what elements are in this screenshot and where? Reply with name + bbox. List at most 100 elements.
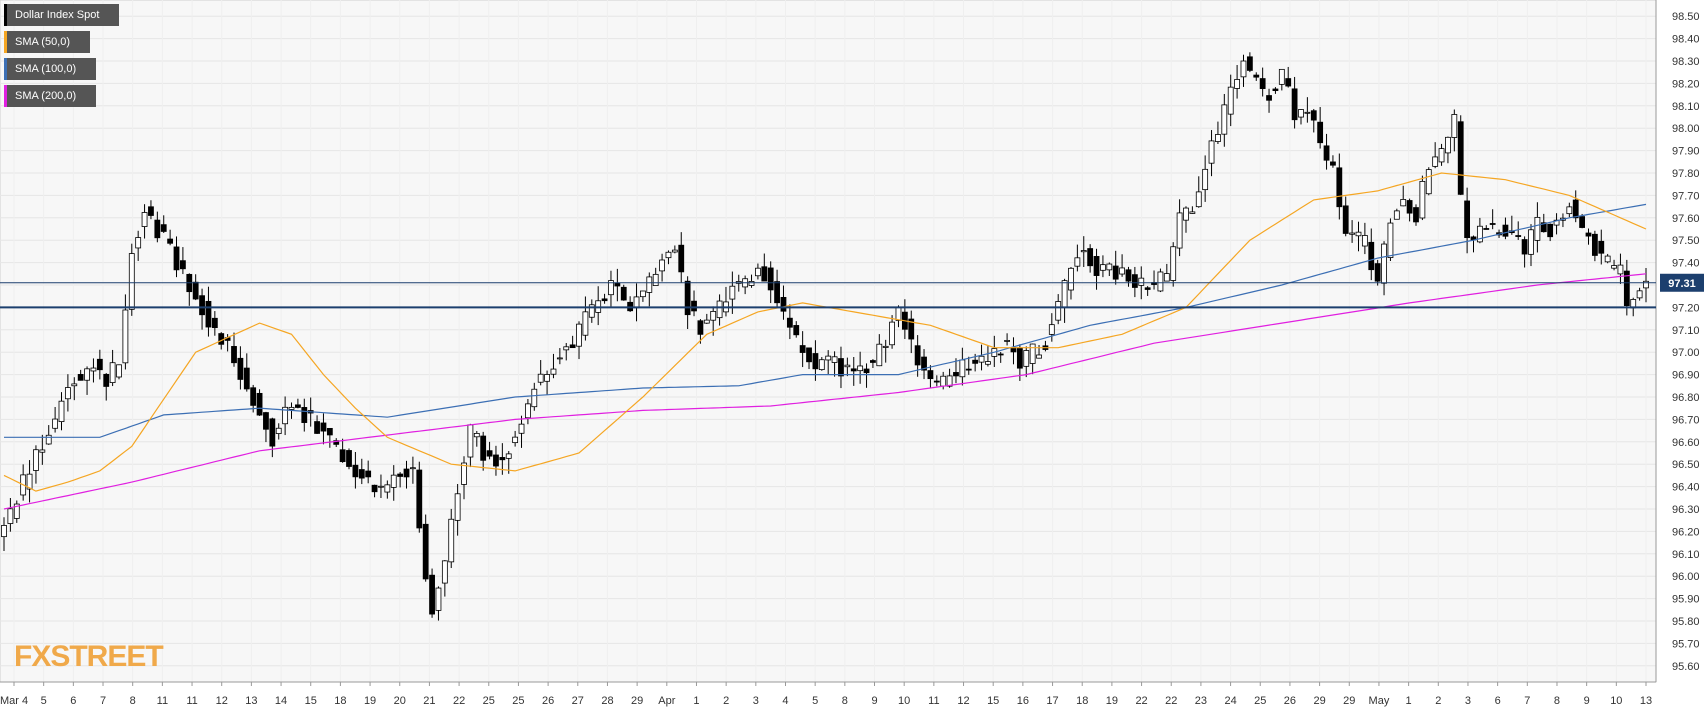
x-tick-label: May [1369,695,1390,707]
candle-body [703,319,710,324]
x-tick-label: 19 [1106,695,1118,707]
y-tick-label: 98.50 [1672,11,1700,23]
candle-body [384,484,391,493]
candle-body [1080,250,1087,253]
candle-body [755,267,761,277]
candle-body [314,421,320,434]
candle-body [39,449,46,453]
candle-body [1317,121,1324,144]
candle-body [448,518,455,563]
candle-body [1419,181,1426,219]
candle-body [518,423,525,434]
y-tick-label: 96.70 [1672,414,1700,426]
candle-body [652,273,659,286]
candle-body [263,412,269,430]
y-tick-label: 97.50 [1672,235,1700,247]
candle-body [1144,287,1151,290]
x-tick-label: 11 [928,695,939,707]
candle-body [633,296,640,309]
candle-body [889,321,895,346]
candle-body [1298,109,1304,118]
candle-body [199,295,205,316]
x-tick-label: 18 [334,695,346,707]
x-tick-label: 29 [1313,695,1325,707]
legend-item: SMA (200,0) [4,85,96,107]
candle-body [256,392,263,416]
candle-body [1432,156,1439,167]
candle-body [544,374,550,382]
candle-body [1176,212,1183,249]
candle-body [403,468,410,478]
candle-body [179,260,186,270]
y-tick-label: 95.90 [1672,594,1700,606]
fxstreet-logo: FXSTREET [14,640,164,673]
candle-body [1368,241,1375,271]
x-tick-label: 24 [1224,695,1236,707]
y-tick-label: 97.00 [1672,347,1700,359]
x-tick-label: 25 [512,695,524,707]
candle-body [793,325,800,336]
candle-body [64,387,71,400]
candle-body [1157,271,1164,292]
candle-body [940,375,947,387]
candle-body [818,359,825,371]
candle-body [1534,216,1541,241]
candle-body [1540,222,1547,233]
candle-body [946,375,953,387]
x-tick-label: 2 [723,695,729,707]
candle-body [1272,88,1279,92]
candle-body [1195,191,1202,208]
candle-body [116,364,122,378]
candle-body [218,333,225,345]
candle-body [997,353,1004,356]
y-tick-label: 98.10 [1672,101,1700,113]
candle-body [90,367,97,372]
candle-body [1374,263,1381,282]
y-tick-label: 97.70 [1672,190,1700,202]
candle-body [1234,79,1240,89]
plot-background [0,0,1657,683]
candle-body [863,368,870,374]
x-tick-label: 19 [364,695,376,707]
candle-body [58,400,65,423]
candle-body [1585,232,1592,237]
candle-body [493,454,499,467]
candle-body [512,436,519,444]
x-tick-label: 22 [1135,695,1147,707]
candle-body [422,523,429,580]
candle-body [499,457,506,461]
y-tick-label: 98.00 [1672,123,1700,135]
x-tick-label: 1 [693,695,699,707]
candle-body [1221,104,1228,135]
candle-body [13,503,20,519]
candle-body [7,508,14,524]
candle-body [1547,223,1554,238]
x-tick-label: 26 [1284,695,1296,707]
x-tick-label: Apr [658,695,675,707]
candle-body [326,427,333,436]
y-tick-label: 96.90 [1672,370,1700,382]
candle-body [1004,340,1010,342]
legend-item: Dollar Index Spot [4,4,119,26]
y-tick-label: 97.10 [1672,325,1700,337]
legend-swatch [4,31,7,53]
candle-body [710,311,717,321]
x-tick-label: 22 [1165,695,1177,707]
candle-body [1451,114,1458,138]
y-tick-label: 96.20 [1672,526,1700,538]
candle-body [154,219,161,239]
candle-body [250,387,257,406]
candle-body [1566,206,1573,215]
candle-body [812,353,819,370]
candle-body [52,418,59,429]
legend-label: SMA (100,0) [15,63,77,75]
candle-body [1,525,7,538]
candle-body [1636,290,1643,299]
candle-body [786,317,793,328]
candle-body [1515,235,1522,237]
candle-body [505,453,512,459]
candle-body [1330,161,1336,166]
candle-body [1253,74,1260,78]
x-tick-label: 12 [957,695,969,707]
